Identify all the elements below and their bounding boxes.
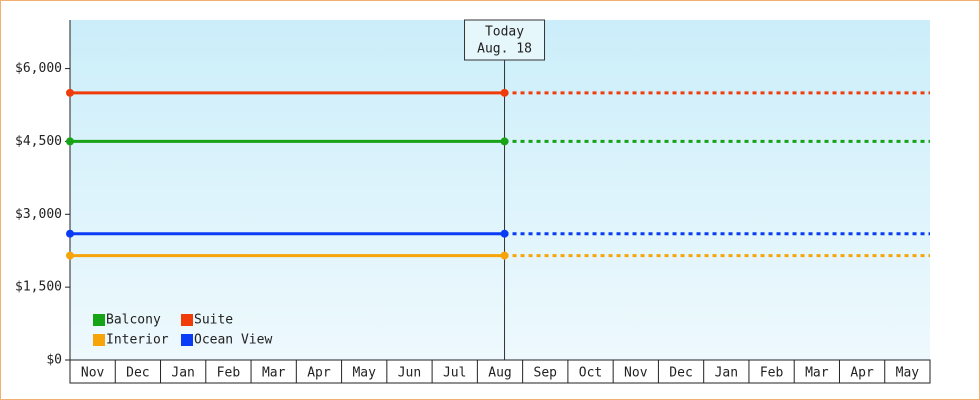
series-point — [500, 88, 509, 97]
plot-area — [70, 20, 930, 360]
x-tick-label: Jan — [171, 366, 194, 381]
x-tick-label: Jan — [715, 366, 738, 381]
y-tick-label: $4,500 — [15, 134, 62, 149]
x-tick-label: Feb — [217, 366, 241, 381]
legend-label: Interior — [106, 333, 169, 348]
x-tick-label: May — [352, 366, 376, 381]
y-tick-label: $1,500 — [15, 280, 62, 295]
x-tick-label: Jun — [398, 366, 421, 381]
y-tick-label: $0 — [46, 353, 62, 368]
x-tick-label: Mar — [805, 366, 829, 381]
series-point — [66, 229, 74, 238]
x-tick-label: Mar — [262, 366, 286, 381]
series-point — [500, 251, 509, 260]
x-tick-label: Jul — [443, 366, 466, 381]
legend-label: Suite — [194, 313, 233, 328]
today-title: Today — [485, 25, 524, 40]
x-tick-label: Aug — [488, 366, 511, 381]
series-point — [66, 137, 74, 146]
x-tick-label: Apr — [850, 366, 874, 381]
series-point — [66, 251, 74, 260]
series-point — [500, 137, 509, 146]
x-tick-label: Oct — [579, 366, 602, 381]
y-tick-label: $6,000 — [15, 61, 62, 76]
legend-swatch — [93, 334, 105, 346]
x-tick-label: Nov — [81, 366, 105, 381]
x-tick-label: Apr — [307, 366, 331, 381]
x-tick-label: Feb — [760, 366, 784, 381]
x-tick-label: Sep — [534, 366, 558, 381]
legend-swatch — [181, 314, 193, 326]
x-tick-label: Dec — [126, 366, 149, 381]
x-tick-label: Dec — [669, 366, 692, 381]
series-point — [500, 229, 509, 238]
legend-swatch — [93, 314, 105, 326]
x-tick-label: Nov — [624, 366, 648, 381]
legend-label: Balcony — [106, 313, 161, 328]
legend-swatch — [181, 334, 193, 346]
x-tick-label: May — [896, 366, 920, 381]
series-point — [66, 88, 74, 97]
x-axis-band — [69, 359, 931, 384]
today-box — [464, 19, 546, 61]
y-tick-label: $3,000 — [15, 207, 62, 222]
today-date: Aug. 18 — [477, 42, 532, 57]
legend-label: Ocean View — [194, 333, 272, 348]
